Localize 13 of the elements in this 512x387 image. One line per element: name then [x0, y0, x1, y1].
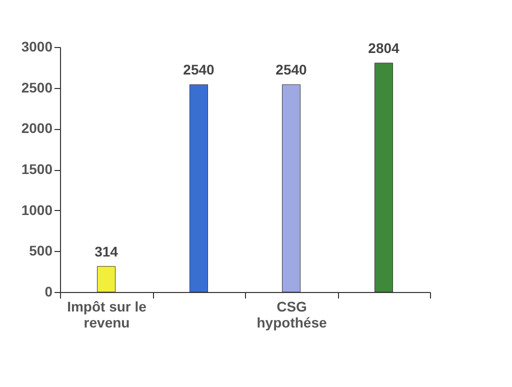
data-label: 314 — [94, 243, 118, 260]
y-tick-label: 0 — [44, 284, 53, 300]
y-tick-label: 3000 — [21, 38, 53, 54]
y-tick-label: 2500 — [21, 79, 53, 96]
data-label: 2804 — [368, 40, 400, 56]
x-tick-label: CSG hypothése — [256, 298, 327, 330]
y-tick-label: 1000 — [21, 202, 53, 218]
y-tick-label: 500 — [29, 242, 53, 259]
y-tick-label: 2000 — [21, 120, 53, 136]
data-label: 2540 — [183, 62, 215, 78]
y-tick-label: 1500 — [21, 161, 53, 177]
data-label: 2540 — [276, 62, 308, 78]
x-tick-label: Impôt sur le revenu — [67, 298, 147, 330]
